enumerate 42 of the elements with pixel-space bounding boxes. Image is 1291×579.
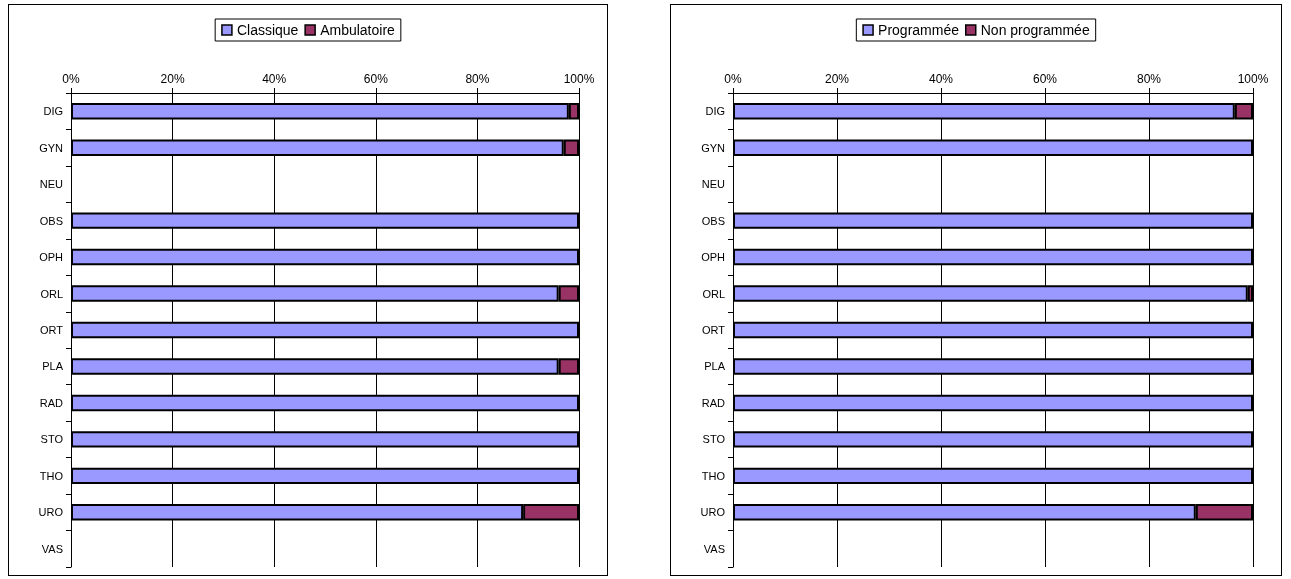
y-tick-label: NEU — [701, 178, 726, 191]
legend-label: Programmée — [878, 22, 960, 38]
y-tick-label: GYN — [701, 141, 726, 154]
y-tick-label: STO — [702, 433, 726, 446]
y-tick-label: OPH — [39, 251, 64, 264]
x-tick-label: 100% — [1237, 72, 1269, 86]
x-tick-label: 0% — [62, 72, 80, 86]
y-tick-label: RAD — [701, 396, 726, 409]
y-tick-label: ORL — [702, 287, 725, 300]
legend-label: Classique — [236, 22, 299, 38]
y-tick-label: OPH — [701, 251, 726, 264]
x-tick-label: 40% — [928, 72, 954, 86]
y-tick-label: STO — [40, 433, 64, 446]
y-tick-label: URO — [700, 506, 726, 519]
x-tick-label: 40% — [262, 72, 287, 86]
y-tick-label: ORT — [39, 324, 64, 336]
x-tick-label: 80% — [465, 72, 490, 86]
y-tick-label: DIG — [705, 105, 725, 118]
x-tick-label: 100% — [563, 72, 595, 86]
y-tick-label: OBS — [701, 214, 725, 227]
y-tick-label: PLA — [704, 360, 726, 373]
legend-label: Non programmée — [980, 22, 1090, 38]
y-tick-label: RAD — [39, 396, 64, 409]
x-tick-label: 20% — [824, 72, 850, 86]
y-tick-label: ORT — [701, 324, 726, 336]
y-tick-label: DIG — [43, 105, 63, 118]
y-tick-label: VAS — [703, 542, 725, 555]
x-tick-label: 60% — [363, 72, 389, 86]
x-tick-label: 80% — [1136, 72, 1162, 86]
y-tick-label: VAS — [41, 542, 63, 555]
y-tick-label: PLA — [42, 360, 64, 373]
x-tick-label: 0% — [724, 72, 742, 86]
y-tick-label: NEU — [39, 178, 64, 191]
y-tick-label: GYN — [39, 141, 64, 154]
y-tick-label: OBS — [39, 214, 63, 227]
x-tick-label: 20% — [160, 72, 185, 86]
y-tick-label: URO — [38, 506, 64, 519]
legend-label: Ambulatoire — [320, 22, 396, 38]
y-tick-label: THO — [701, 469, 726, 482]
y-tick-label: ORL — [40, 287, 63, 300]
x-tick-label: 60% — [1032, 72, 1058, 86]
y-tick-label: THO — [39, 469, 64, 482]
